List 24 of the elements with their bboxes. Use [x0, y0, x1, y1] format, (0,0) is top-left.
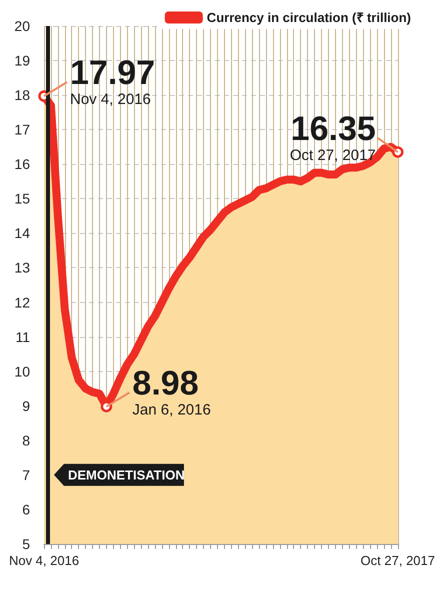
- annotation: Nov 4, 2016: [70, 91, 151, 108]
- data-label: 17.97: [70, 54, 156, 92]
- annotation: Oct 27, 2017: [290, 147, 376, 164]
- y-tick-label: 7: [22, 466, 30, 483]
- y-tick-label: 5: [22, 536, 30, 552]
- y-tick-label: 17: [14, 122, 30, 138]
- y-tick-label: 11: [15, 328, 30, 345]
- y-tick-label: 12: [14, 294, 30, 310]
- annotation: Jan 6, 2016: [132, 402, 211, 419]
- data-label: 16.35: [290, 110, 376, 148]
- y-tick-label: 8: [22, 432, 30, 448]
- legend-label: Currency in circulation (₹ trillion): [206, 10, 412, 25]
- data-label: 8.98: [132, 364, 199, 403]
- y-tick-label: 14: [14, 225, 30, 242]
- y-tick-label: 20: [14, 18, 30, 34]
- ref-line-label: DEMONETISATION: [68, 467, 185, 482]
- y-tick-label: 13: [14, 260, 30, 276]
- y-tick-label: 15: [14, 190, 30, 207]
- y-tick-label: 10: [14, 363, 30, 380]
- y-tick-label: 19: [14, 52, 30, 69]
- y-tick-label: 16: [14, 156, 30, 172]
- y-tick-label: 6: [22, 501, 30, 518]
- y-tick-label: 9: [22, 398, 30, 414]
- y-tick-label: 18: [14, 87, 30, 104]
